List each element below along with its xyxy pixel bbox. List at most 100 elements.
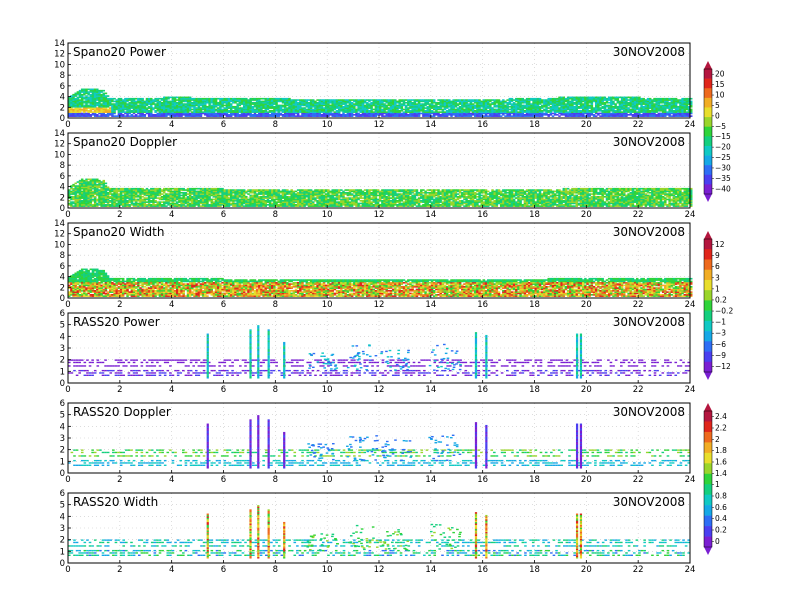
data-cell [573,96,576,99]
data-cell [251,115,255,117]
data-cell [510,97,514,100]
data-cell [227,105,231,108]
data-cell [91,95,95,97]
data-cell [98,97,101,100]
data-cell [618,100,622,103]
data-cell [91,88,95,91]
data-cell [78,99,82,101]
data-cell [165,103,168,105]
data-cell [232,101,235,104]
data-cell [286,109,289,112]
data-cell [517,97,520,100]
data-cell [169,104,172,107]
data-cell [214,115,218,117]
data-cell [521,97,525,100]
data-cell [212,113,216,116]
data-cell [102,96,106,99]
data-cell [271,100,274,103]
data-cell [167,104,170,107]
data-cell [93,97,97,100]
data-cell [664,97,667,100]
data-cell [255,100,259,103]
data-cell [102,108,106,111]
data-cell [260,112,263,115]
data-cell [262,97,265,100]
data-cell [178,112,181,115]
data-cell [271,104,274,107]
data-cell [178,107,181,109]
data-cell [171,108,175,111]
data-cell [322,99,326,101]
data-cell [240,189,244,191]
data-cell [333,99,337,101]
data-cell [150,115,153,117]
data-cell [407,99,410,101]
data-cell [260,115,263,117]
data-cell [286,104,289,107]
data-cell [139,99,142,101]
data-cell [154,97,157,100]
data-cell [236,189,239,191]
data-cell [115,99,118,101]
data-cell [87,113,90,116]
data-cell [398,99,401,101]
data-cell [91,111,95,113]
data-cell [204,187,207,190]
data-cell [588,96,591,99]
data-cell [150,99,153,101]
data-cell [191,115,194,117]
data-cell [126,97,129,100]
data-cell [262,105,265,108]
data-cell [199,104,203,107]
data-cell [370,101,373,104]
data-cell [132,103,136,105]
data-cell [89,93,93,96]
data-cell [564,97,568,100]
data-cell [530,103,533,105]
data-cell [271,99,274,101]
data-cell [169,202,172,205]
data-cell [72,201,75,203]
data-cell [104,203,108,206]
data-cell [178,97,181,100]
data-cell [152,101,155,104]
data-cell [219,104,222,107]
data-cell [180,112,183,115]
data-cell [208,103,211,105]
data-cell [251,111,255,113]
data-cell [294,115,298,117]
data-cell [238,113,242,116]
data-cell [258,103,261,105]
data-cell [83,92,86,95]
data-cell [124,97,127,100]
data-cell [111,193,114,195]
data-cell [636,96,639,99]
data-cell [579,109,583,112]
data-cell [212,99,216,101]
data-cell [255,103,259,105]
data-cell [167,108,170,111]
data-cell [147,103,151,105]
data-cell [547,97,550,100]
data-cell [111,109,114,112]
data-cell [461,99,464,101]
data-cell [523,104,527,107]
data-cell [357,112,360,115]
data-cell [167,109,170,112]
data-cell [247,112,250,115]
data-cell [156,104,160,107]
data-cell [540,104,544,107]
data-cell [182,103,185,105]
data-cell [70,99,73,101]
data-cell [160,112,164,115]
data-cell [182,100,185,103]
data-cell [100,97,103,100]
data-cell [100,112,103,115]
data-cell [160,195,164,198]
data-cell [247,108,250,111]
data-cell [517,111,520,113]
data-cell [104,185,108,187]
data-cell [128,109,131,112]
data-cell [249,189,252,191]
data-cell [659,112,663,115]
